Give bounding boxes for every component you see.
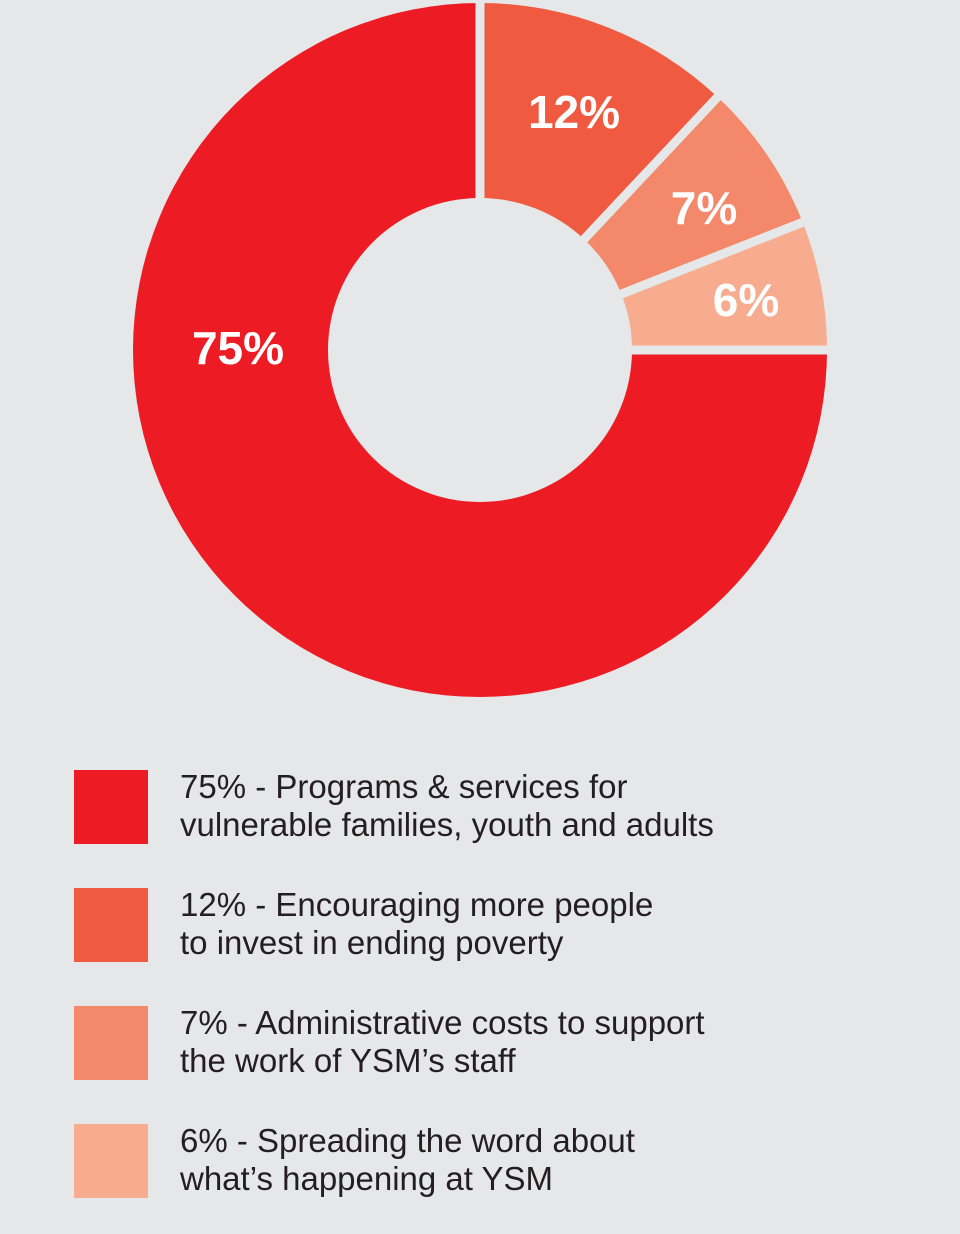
legend-item-encouraging: 12% - Encouraging more people to invest …	[74, 880, 934, 998]
donut-slice-administrative	[584, 97, 803, 295]
chart-legend: 75% - Programs & services for vulnerable…	[74, 762, 934, 1234]
legend-swatch-administrative	[74, 1006, 148, 1080]
donut-chart: 75% 12% 7% 6%	[133, 1, 829, 697]
legend-item-administrative: 7% - Administrative costs to support the…	[74, 998, 934, 1116]
legend-item-programs: 75% - Programs & services for vulnerable…	[74, 762, 934, 880]
legend-swatch-spreading	[74, 1124, 148, 1198]
slice-label-spreading: 6%	[713, 274, 779, 326]
slice-label-encouraging: 12%	[528, 86, 620, 138]
legend-text-spreading: 6% - Spreading the word about what’s hap…	[180, 1122, 635, 1197]
donut-slice-spreading	[621, 222, 827, 350]
legend-text-programs: 75% - Programs & services for vulnerable…	[180, 768, 714, 843]
legend-swatch-encouraging	[74, 888, 148, 962]
legend-text-encouraging: 12% - Encouraging more people to invest …	[180, 886, 654, 961]
slice-label-programs: 75%	[192, 322, 284, 374]
donut-slice-programs	[133, 3, 827, 697]
legend-text-administrative: 7% - Administrative costs to support the…	[180, 1004, 705, 1079]
slice-separator-3	[617, 217, 807, 299]
donut-slice-encouraging	[480, 3, 718, 240]
legend-swatch-programs	[74, 770, 148, 844]
slice-separator-2	[579, 92, 723, 244]
legend-item-spreading: 6% - Spreading the word about what’s hap…	[74, 1116, 934, 1234]
slice-label-administrative: 7%	[671, 182, 737, 234]
